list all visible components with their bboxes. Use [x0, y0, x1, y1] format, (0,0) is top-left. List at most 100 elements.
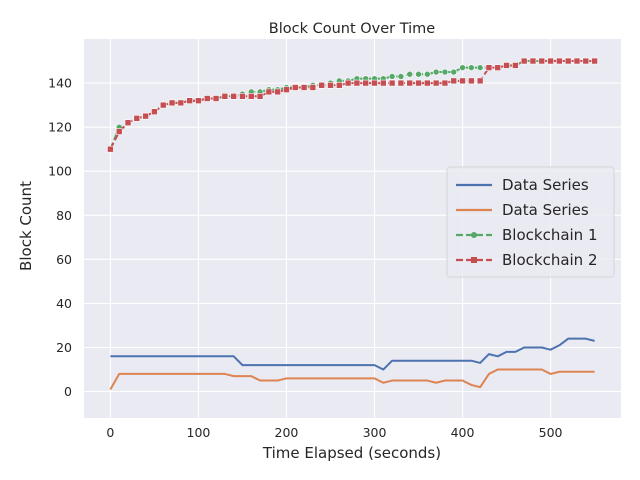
legend-entry: Data Series — [456, 201, 589, 219]
data-point — [362, 79, 370, 87]
data-point — [353, 79, 361, 87]
data-point — [468, 77, 475, 85]
series-1 — [110, 337, 595, 371]
data-point — [424, 79, 431, 87]
data-point — [159, 101, 167, 109]
data-point — [265, 88, 273, 96]
data-point — [556, 57, 563, 65]
data-point — [432, 68, 440, 76]
data-point — [212, 95, 220, 102]
legend-marker — [471, 232, 477, 238]
legend-label: Data Series — [502, 201, 589, 219]
data-point — [424, 70, 431, 78]
data-point — [441, 79, 449, 87]
data-point — [476, 77, 484, 85]
data-point — [459, 64, 466, 71]
data-point — [186, 97, 193, 104]
data-point — [142, 112, 149, 120]
y-tick-label: 120 — [48, 120, 72, 135]
data-point — [344, 79, 352, 87]
x-tick-label: 500 — [539, 425, 563, 440]
legend-entry: Blockchain 2 — [456, 251, 598, 269]
data-point — [309, 84, 317, 91]
data-point — [512, 62, 519, 69]
data-point — [124, 119, 132, 127]
data-point — [115, 128, 123, 135]
data-point — [230, 92, 237, 100]
data-point — [327, 81, 334, 89]
data-point — [591, 57, 598, 65]
data-point — [151, 108, 158, 116]
data-point — [450, 68, 458, 76]
y-axis-label: Block Count — [17, 181, 35, 271]
x-axis: 0 100 200 300 400 500 — [106, 425, 562, 440]
x-tick-label: 200 — [275, 425, 299, 440]
data-point — [582, 57, 590, 65]
data-point — [335, 81, 343, 89]
data-point — [256, 92, 264, 100]
data-point — [406, 79, 414, 87]
data-point — [564, 57, 572, 65]
series-2 — [109, 368, 595, 390]
data-point — [459, 77, 466, 85]
data-point — [221, 92, 229, 100]
legend-entry: Data Series — [456, 176, 589, 194]
x-tick-label: 0 — [106, 425, 114, 440]
data-point — [547, 57, 554, 65]
chart-title: Block Count Over Time — [269, 21, 436, 37]
y-axis: 0 20 40 60 80 100 120 140 — [48, 76, 72, 399]
data-point — [485, 64, 493, 71]
x-axis-label: Time Elapsed (seconds) — [262, 444, 441, 462]
data-point — [397, 73, 405, 80]
data-point — [432, 79, 440, 87]
data-point — [274, 88, 281, 96]
y-tick-label: 100 — [48, 164, 72, 179]
y-tick-label: 20 — [56, 340, 72, 355]
data-point — [318, 81, 325, 89]
data-point — [538, 57, 546, 65]
data-point — [239, 92, 246, 100]
data-point — [203, 95, 211, 102]
data-point — [380, 79, 387, 87]
data-point — [468, 64, 475, 71]
data-point — [476, 64, 484, 71]
data-point — [195, 97, 202, 104]
data-point — [494, 64, 502, 71]
data-point — [388, 79, 396, 87]
legend-entry: Blockchain 1 — [456, 226, 598, 244]
series-line — [110, 337, 595, 371]
y-tick-label: 40 — [56, 296, 72, 311]
data-point — [529, 57, 537, 65]
data-point — [397, 79, 405, 87]
data-point — [133, 115, 141, 122]
data-point — [520, 57, 528, 65]
legend-label: Blockchain 1 — [502, 226, 598, 244]
data-point — [441, 68, 449, 76]
x-tick-label: 300 — [363, 425, 387, 440]
y-tick-label: 60 — [56, 252, 72, 267]
series-layer — [107, 57, 598, 390]
data-point — [503, 62, 510, 69]
data-point — [406, 70, 414, 78]
series-line — [109, 368, 595, 390]
data-point — [300, 84, 308, 91]
data-point — [573, 57, 581, 65]
legend-label: Blockchain 2 — [502, 251, 598, 269]
legend-label: Data Series — [502, 176, 589, 194]
data-point — [450, 77, 458, 85]
x-tick-label: 400 — [451, 425, 475, 440]
data-point — [388, 73, 396, 80]
legend: Data Series Data Series Blockchain 1 Blockc… — [446, 166, 615, 278]
data-point — [291, 84, 299, 91]
data-point — [371, 79, 378, 87]
y-tick-label: 0 — [64, 384, 72, 399]
legend-marker — [471, 257, 477, 263]
data-point — [168, 99, 176, 107]
data-point — [177, 99, 185, 107]
y-tick-label: 140 — [48, 76, 72, 91]
data-point — [415, 79, 422, 87]
y-tick-label: 80 — [56, 208, 72, 223]
data-point — [107, 145, 114, 153]
x-tick-label: 100 — [187, 425, 211, 440]
